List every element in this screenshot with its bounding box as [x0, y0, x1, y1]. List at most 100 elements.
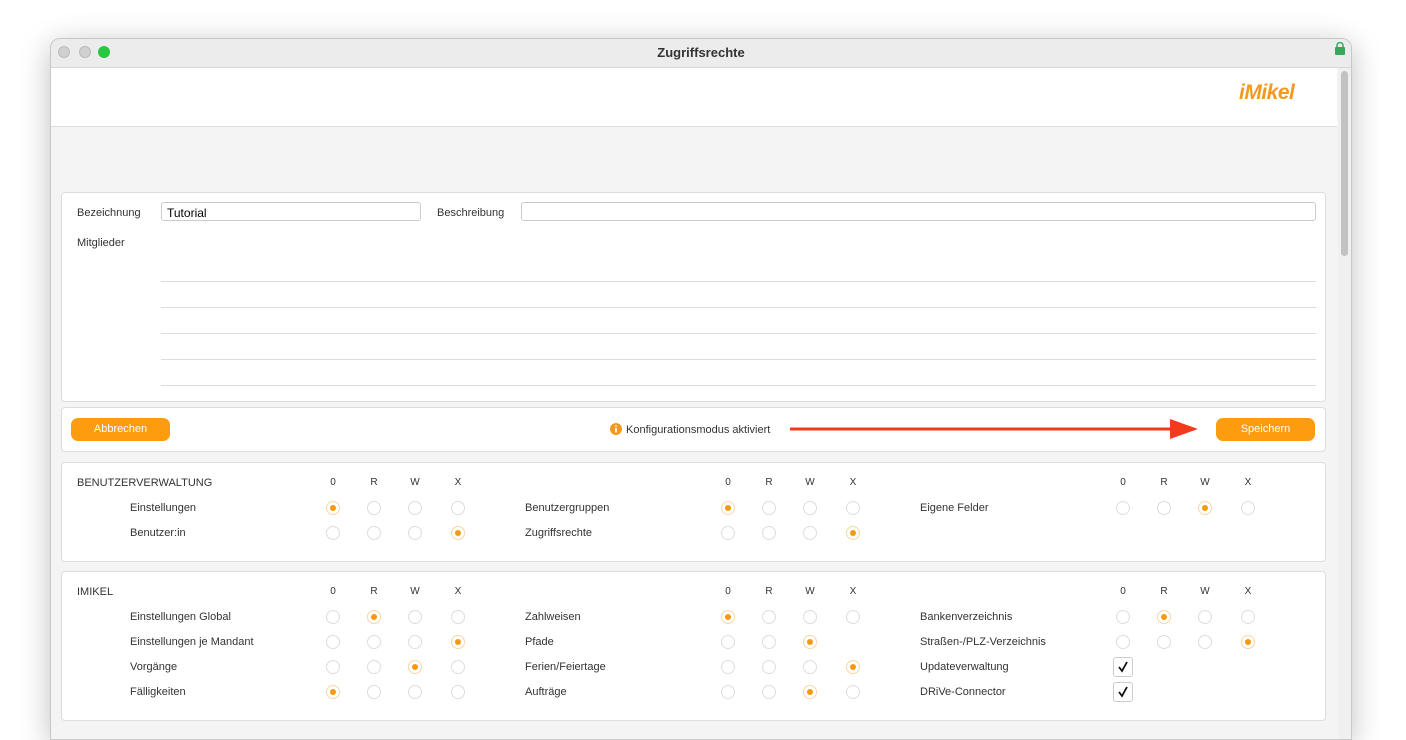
- radio-button[interactable]: [846, 660, 860, 674]
- radio-button[interactable]: [1241, 501, 1255, 515]
- column-header: W: [410, 477, 420, 488]
- column-header: W: [805, 477, 815, 488]
- cancel-button[interactable]: Abbrechen: [71, 418, 170, 441]
- radio-button[interactable]: [1241, 610, 1255, 624]
- permission-label: Benutzer:in: [130, 527, 186, 539]
- radio-button[interactable]: [451, 610, 465, 624]
- radio-button[interactable]: [803, 660, 817, 674]
- radio-button[interactable]: [721, 610, 735, 624]
- radio-button[interactable]: [326, 685, 340, 699]
- radio-button[interactable]: [326, 660, 340, 674]
- scroll-thumb[interactable]: [1341, 71, 1348, 256]
- column-header: W: [1200, 586, 1210, 597]
- column-header: X: [1244, 586, 1252, 597]
- checkbox[interactable]: [1113, 682, 1133, 702]
- radio-button[interactable]: [803, 610, 817, 624]
- name-input[interactable]: Tutorial: [161, 202, 421, 221]
- close-button[interactable]: [58, 46, 70, 58]
- permission-label: Fälligkeiten: [130, 686, 186, 698]
- header: iMikel: [51, 68, 1337, 127]
- permission-label: Aufträge: [525, 686, 567, 698]
- radio-button[interactable]: [408, 660, 422, 674]
- radio-button[interactable]: [762, 685, 776, 699]
- radio-button[interactable]: [1116, 610, 1130, 624]
- radio-button[interactable]: [1157, 610, 1171, 624]
- radio-button[interactable]: [326, 610, 340, 624]
- radio-button[interactable]: [451, 660, 465, 674]
- radio-button[interactable]: [1116, 635, 1130, 649]
- column-header: R: [1160, 477, 1168, 488]
- radio-button[interactable]: [451, 501, 465, 515]
- radio-button[interactable]: [408, 635, 422, 649]
- radio-button[interactable]: [762, 501, 776, 515]
- radio-button[interactable]: [803, 526, 817, 540]
- radio-button[interactable]: [803, 501, 817, 515]
- label: Beschreibung: [437, 207, 505, 219]
- column-header: X: [849, 477, 857, 488]
- radio-button[interactable]: [1116, 501, 1130, 515]
- permission-label: DRiVe-Connector: [920, 686, 1006, 698]
- radio-button[interactable]: [367, 635, 381, 649]
- checkbox[interactable]: [1113, 657, 1133, 677]
- radio-button[interactable]: [367, 526, 381, 540]
- radio-button[interactable]: [846, 501, 860, 515]
- logo: iMikel: [1239, 81, 1295, 104]
- description-input[interactable]: [521, 202, 1316, 221]
- column-header: R: [370, 477, 378, 488]
- radio-button[interactable]: [408, 501, 422, 515]
- radio-button[interactable]: [846, 685, 860, 699]
- radio-button[interactable]: [1198, 501, 1212, 515]
- radio-button[interactable]: [721, 526, 735, 540]
- info-icon: [610, 423, 622, 435]
- radio-button[interactable]: [451, 685, 465, 699]
- radio-button[interactable]: [803, 685, 817, 699]
- radio-button[interactable]: [1198, 635, 1212, 649]
- radio-button[interactable]: [408, 526, 422, 540]
- radio-button[interactable]: [408, 610, 422, 624]
- column-header: R: [765, 586, 773, 597]
- members-list[interactable]: [161, 256, 1316, 387]
- permission-section: BENUTZERVERWALTUNG 0 R W X 0 R W X 0 R W X Einstellun…: [61, 462, 1326, 562]
- section-title: BENUTZERVERWALTUNG: [77, 477, 213, 489]
- radio-button[interactable]: [367, 685, 381, 699]
- radio-button[interactable]: [367, 610, 381, 624]
- radio-button[interactable]: [367, 501, 381, 515]
- radio-button[interactable]: [451, 526, 465, 540]
- radio-button[interactable]: [846, 610, 860, 624]
- radio-button[interactable]: [762, 660, 776, 674]
- radio-button[interactable]: [326, 635, 340, 649]
- radio-button[interactable]: [1198, 610, 1212, 624]
- arrow: [790, 419, 1198, 439]
- radio-button[interactable]: [408, 685, 422, 699]
- radio-button[interactable]: [721, 501, 735, 515]
- radio-button[interactable]: [762, 610, 776, 624]
- radio-button[interactable]: [846, 526, 860, 540]
- radio-button[interactable]: [721, 660, 735, 674]
- radio-button[interactable]: [803, 635, 817, 649]
- radio-button[interactable]: [451, 635, 465, 649]
- radio-button[interactable]: [762, 635, 776, 649]
- label: Bezeichnung: [77, 207, 141, 219]
- radio-button[interactable]: [1241, 635, 1255, 649]
- radio-button[interactable]: [1157, 635, 1171, 649]
- radio-button[interactable]: [762, 526, 776, 540]
- radio-button[interactable]: [721, 685, 735, 699]
- radio-button[interactable]: [721, 635, 735, 649]
- radio-button[interactable]: [1157, 501, 1171, 515]
- permission-label: Einstellungen: [130, 502, 197, 514]
- radio-button[interactable]: [326, 526, 340, 540]
- permission-label: Benutzergruppen: [525, 502, 610, 514]
- save-button[interactable]: Speichern: [1216, 418, 1315, 441]
- window-title: Zugriffsrechte: [657, 45, 745, 60]
- scrollbar[interactable]: [1338, 68, 1351, 739]
- permission-label: Eigene Felder: [920, 502, 989, 514]
- column-header: X: [849, 586, 857, 597]
- column-header: X: [1244, 477, 1252, 488]
- column-header: 0: [1120, 477, 1126, 488]
- radio-button[interactable]: [367, 660, 381, 674]
- column-header: W: [1200, 477, 1210, 488]
- permission-label: Ferien/Feiertage: [525, 661, 606, 673]
- minimize-button[interactable]: [79, 46, 91, 58]
- zoom-button[interactable]: [98, 46, 110, 58]
- radio-button[interactable]: [326, 501, 340, 515]
